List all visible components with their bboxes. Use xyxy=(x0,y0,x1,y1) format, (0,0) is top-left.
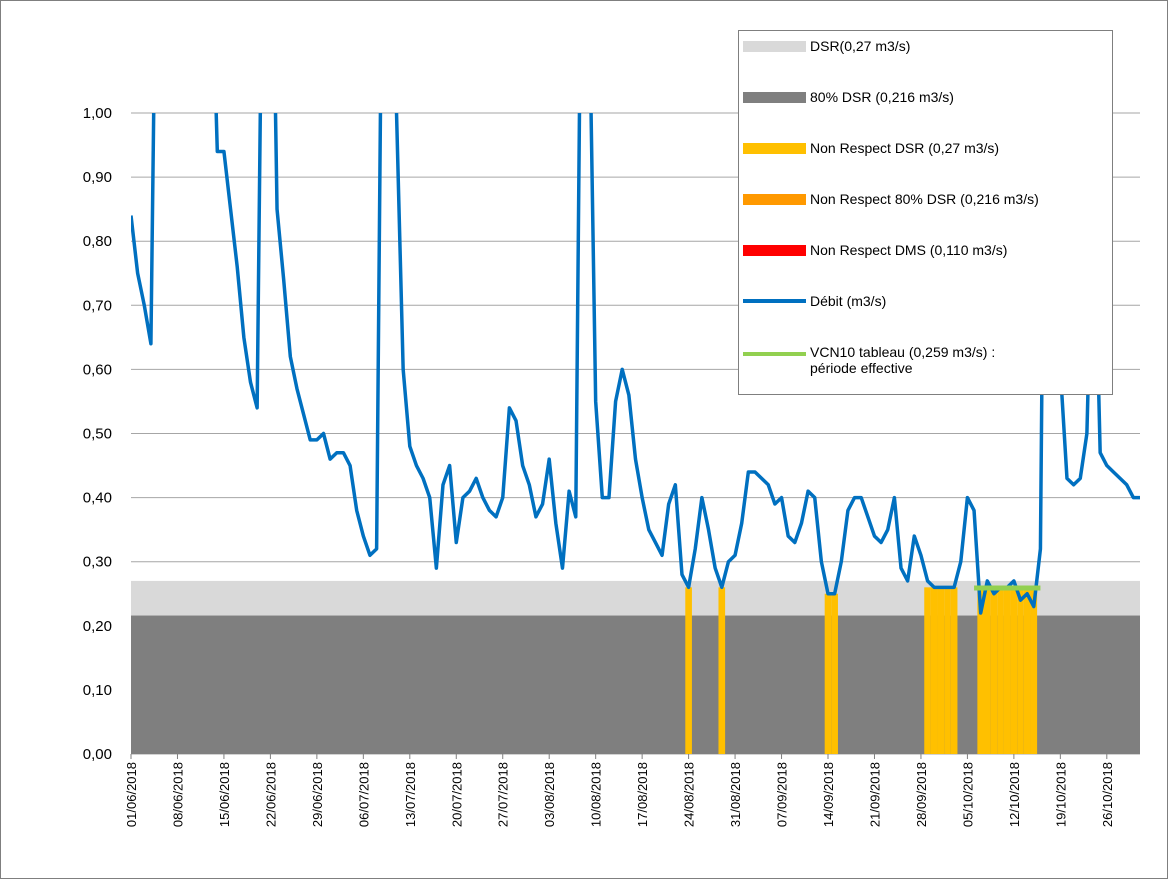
legend-item: Débit (m3/s) xyxy=(743,293,886,309)
legend-label: 80% DSR (0,216 m3/s) xyxy=(810,89,954,105)
x-tick-label: 03/08/2018 xyxy=(542,762,557,827)
x-tick-label: 20/07/2018 xyxy=(449,762,464,827)
plot-clip xyxy=(131,113,1140,615)
x-tick-label: 17/08/2018 xyxy=(635,762,650,827)
x-tick-label: 31/08/2018 xyxy=(728,762,743,827)
y-tick-label: 0,80 xyxy=(83,233,112,250)
legend-label: VCN10 tableau (0,259 m3/s) : période eff… xyxy=(810,344,996,376)
x-tick-label: 19/10/2018 xyxy=(1053,762,1068,827)
bar xyxy=(1030,587,1038,754)
legend-label: DSR(0,27 m3/s) xyxy=(810,38,911,54)
bar xyxy=(977,587,985,754)
legend-item: DSR(0,27 m3/s) xyxy=(743,38,910,54)
legend-item: 80% DSR (0,216 m3/s) xyxy=(743,89,954,105)
bar xyxy=(831,593,838,754)
x-tick-label: 26/10/2018 xyxy=(1100,762,1115,827)
x-tick-label: 05/10/2018 xyxy=(960,762,975,827)
legend-item: VCN10 tableau (0,259 m3/s) : période eff… xyxy=(743,344,1015,376)
legend-item: Non Respect DSR (0,27 m3/s) xyxy=(743,140,999,156)
bar xyxy=(1017,587,1024,754)
legend-item: Non Respect DMS (0,110 m3/s) xyxy=(743,242,1007,258)
x-tick-label: 14/09/2018 xyxy=(821,762,836,827)
bar xyxy=(924,587,931,754)
legend: DSR(0,27 m3/s) 80% DSR (0,216 m3/s) Non Re… xyxy=(738,30,1113,395)
x-tick-label: 01/06/2018 xyxy=(124,762,139,827)
y-tick-label: 0,10 xyxy=(83,682,112,699)
threshold-band xyxy=(131,615,1140,754)
x-tick-label: 13/07/2018 xyxy=(403,762,418,827)
bar xyxy=(984,587,991,754)
legend-swatch xyxy=(743,91,806,103)
x-tick-label: 07/09/2018 xyxy=(775,762,790,827)
y-tick-label: 0,20 xyxy=(83,618,112,635)
legend-swatch xyxy=(743,193,806,205)
y-tick-label: 0,50 xyxy=(83,426,112,443)
legend-label: Non Respect 80% DSR (0,216 m3/s) xyxy=(810,191,1039,207)
legend-swatch xyxy=(743,352,806,356)
y-tick-label: 0,00 xyxy=(83,746,112,763)
y-tick-label: 0,90 xyxy=(83,169,112,186)
x-tick-label: 29/06/2018 xyxy=(310,762,325,827)
x-tick-label: 10/08/2018 xyxy=(589,762,604,827)
legend-swatch xyxy=(743,299,806,303)
bar xyxy=(1003,587,1011,754)
x-tick-label: 28/09/2018 xyxy=(914,762,929,827)
x-tick-label: 24/08/2018 xyxy=(682,762,697,827)
y-tick-label: 0,60 xyxy=(83,361,112,378)
bar xyxy=(944,587,951,754)
legend-label: Non Respect DMS (0,110 m3/s) xyxy=(810,242,1008,258)
legend-item: Non Respect 80% DSR (0,216 m3/s) xyxy=(743,191,1039,207)
x-tick-label: 06/07/2018 xyxy=(356,762,371,827)
y-tick-label: 0,30 xyxy=(83,554,112,571)
bar xyxy=(824,593,832,754)
bar xyxy=(685,587,692,754)
bar xyxy=(950,587,958,754)
legend-swatch xyxy=(743,142,806,154)
bar xyxy=(937,587,945,754)
y-tick-label: 1,00 xyxy=(83,105,112,122)
bar xyxy=(990,587,998,754)
legend-swatch xyxy=(743,244,806,256)
legend-label: Non Respect DSR (0,27 m3/s) xyxy=(810,140,1000,156)
data-line xyxy=(131,113,1140,615)
x-tick-label: 15/06/2018 xyxy=(217,762,232,827)
x-tick-label: 22/06/2018 xyxy=(263,762,278,827)
x-tick-label: 21/09/2018 xyxy=(867,762,882,827)
legend-swatch xyxy=(743,40,806,52)
x-tick-label: 12/10/2018 xyxy=(1007,762,1022,827)
legend-label: Débit (m3/s) xyxy=(810,293,887,309)
bar xyxy=(718,587,726,754)
bar xyxy=(930,587,938,754)
y-tick-label: 0,40 xyxy=(83,490,112,507)
x-tick-label: 08/06/2018 xyxy=(170,762,185,827)
x-tick-label: 27/07/2018 xyxy=(496,762,511,827)
bar xyxy=(1023,587,1031,754)
bar xyxy=(1010,587,1018,754)
y-tick-label: 0,70 xyxy=(83,297,112,314)
bar xyxy=(997,587,1004,754)
